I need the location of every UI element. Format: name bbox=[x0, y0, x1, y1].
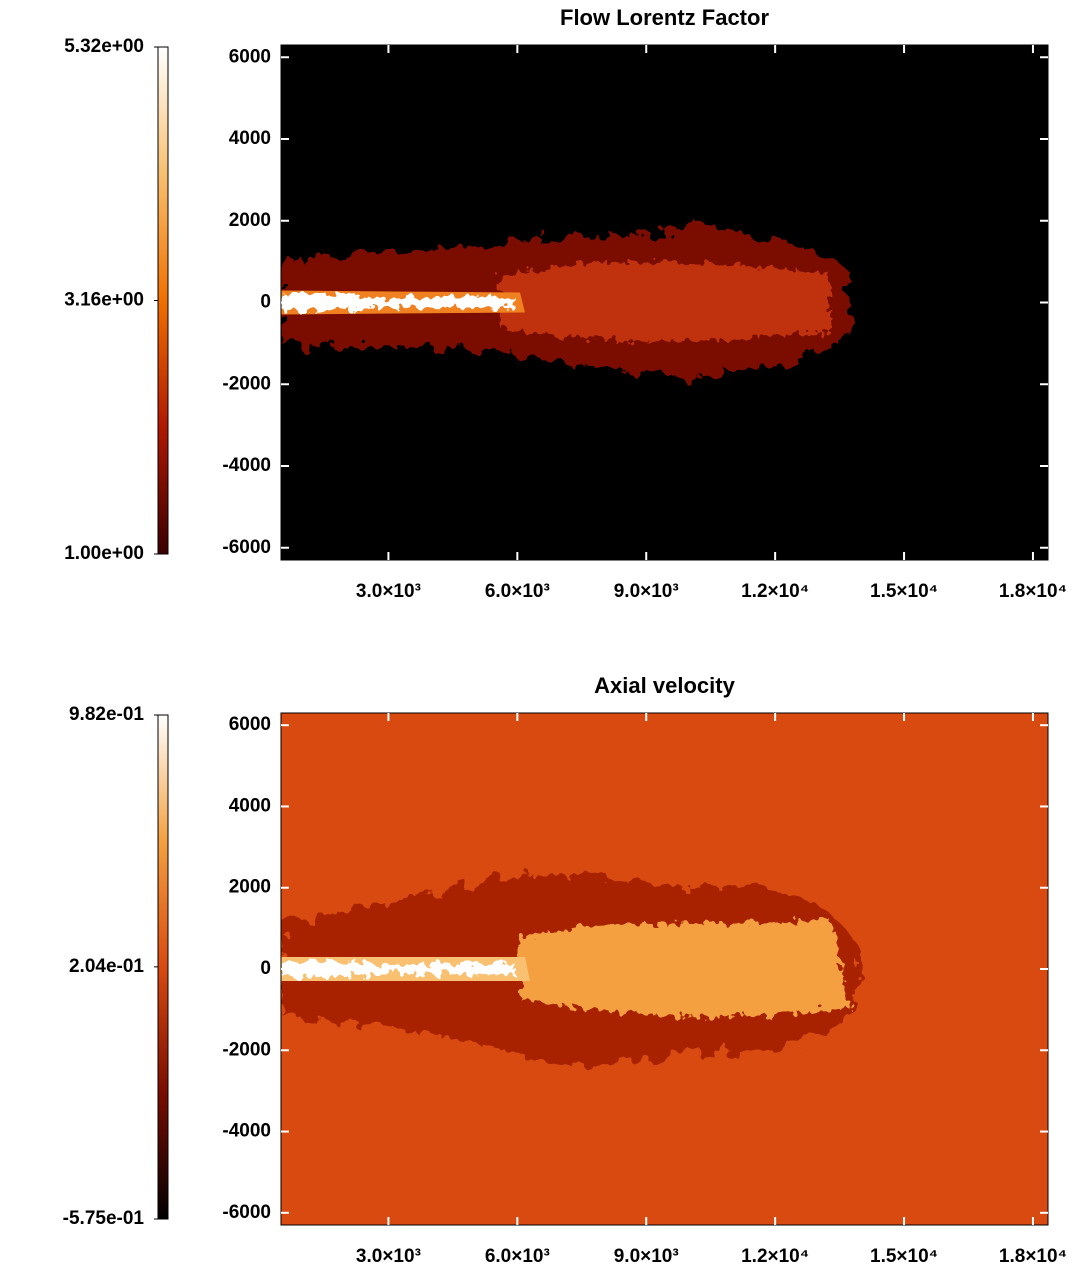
colorbar-tick-label: 3.16e+00 bbox=[64, 290, 144, 311]
y-tick-label: -6000 bbox=[222, 1202, 271, 1223]
y-tick-label: 0 bbox=[260, 292, 271, 313]
x-tick-label: 1.2×10⁴ bbox=[741, 1246, 809, 1267]
x-tick-label: 1.2×10⁴ bbox=[741, 581, 809, 602]
y-tick-label: -6000 bbox=[222, 537, 271, 558]
y-tick-label: 2000 bbox=[229, 877, 271, 898]
y-tick-label: -4000 bbox=[222, 455, 271, 476]
x-tick-label: 6.0×10³ bbox=[485, 581, 550, 602]
colorbar-tick-label: 9.82e-01 bbox=[69, 704, 144, 725]
cocoon-inner bbox=[520, 919, 850, 1017]
y-tick-label: -2000 bbox=[222, 1039, 271, 1060]
x-tick-label: 1.5×10⁴ bbox=[870, 1246, 938, 1267]
y-tick-label: 2000 bbox=[229, 210, 271, 231]
colorbar bbox=[157, 46, 169, 555]
x-tick-label: 3.0×10³ bbox=[356, 581, 421, 602]
y-tick-label: -2000 bbox=[222, 373, 271, 394]
y-tick-label: 4000 bbox=[229, 128, 271, 149]
chart-title: Axial velocity bbox=[594, 673, 735, 698]
x-tick-label: 6.0×10³ bbox=[485, 1246, 550, 1267]
field bbox=[281, 45, 1048, 560]
jet-core bbox=[281, 294, 515, 311]
y-tick-label: 0 bbox=[260, 958, 271, 979]
x-tick-label: 9.0×10³ bbox=[614, 1246, 679, 1267]
cocoon-inner bbox=[500, 261, 830, 342]
x-tick-label: 1.8×10⁴ bbox=[999, 581, 1067, 602]
y-tick-label: 6000 bbox=[229, 46, 271, 67]
colorbar-tick-label: -5.75e-01 bbox=[63, 1208, 145, 1229]
jet-core bbox=[281, 960, 515, 978]
colorbar-tick-label: 5.32e+00 bbox=[64, 36, 144, 57]
x-tick-label: 1.5×10⁴ bbox=[870, 581, 938, 602]
x-tick-label: 3.0×10³ bbox=[356, 1246, 421, 1267]
colorbar-tick-label: 2.04e-01 bbox=[69, 956, 144, 977]
x-tick-label: 1.8×10⁴ bbox=[999, 1246, 1067, 1267]
y-tick-label: 6000 bbox=[229, 714, 271, 735]
chart-title: Flow Lorentz Factor bbox=[560, 5, 769, 30]
y-tick-label: -4000 bbox=[222, 1121, 271, 1142]
colorbar bbox=[157, 714, 169, 1220]
field bbox=[281, 713, 1048, 1225]
colorbar-tick-label: 1.00e+00 bbox=[64, 543, 144, 564]
y-tick-label: 4000 bbox=[229, 795, 271, 816]
x-tick-label: 9.0×10³ bbox=[614, 581, 679, 602]
